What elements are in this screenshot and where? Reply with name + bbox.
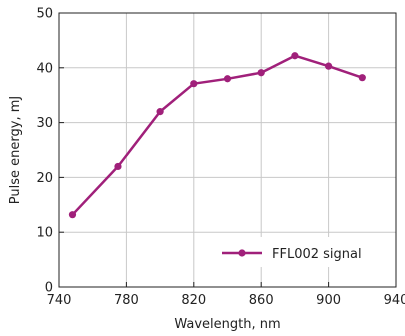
x-tick-label: 780 [114,293,139,308]
y-tick-label: 20 [36,171,53,186]
legend-marker-swatch [238,249,246,257]
data-point [114,162,122,171]
plot-area [58,12,397,288]
x-axis-title: Wavelength, nm [174,317,280,332]
y-tick-label: 10 [36,226,53,241]
x-tick-label: 820 [181,293,206,308]
data-point [68,211,77,219]
y-tick-label: 0 [45,281,53,296]
x-tick-label: 740 [47,293,72,308]
data-point [291,52,299,60]
grid [59,13,396,287]
data-point [358,74,366,82]
data-point [156,108,164,116]
axis-ticks: 740 780 820 860 900 940 0 10 20 30 40 50 [36,7,405,309]
data-point [325,62,333,70]
y-axis-title: Pulse energy, mJ [8,96,23,204]
series [68,52,366,219]
legend-label: FFL002 signal [272,247,362,262]
y-tick-label: 50 [36,7,53,22]
data-point [223,75,232,83]
series-line [71,54,363,216]
data-point [257,69,265,77]
data-point [190,80,198,88]
legend: FFL002 signal [212,237,384,267]
y-tick-label: 30 [36,116,53,131]
x-tick-label: 900 [316,293,341,308]
y-tick-label: 40 [36,61,53,76]
x-tick-label: 860 [249,293,274,308]
x-tick-label: 940 [384,293,405,308]
